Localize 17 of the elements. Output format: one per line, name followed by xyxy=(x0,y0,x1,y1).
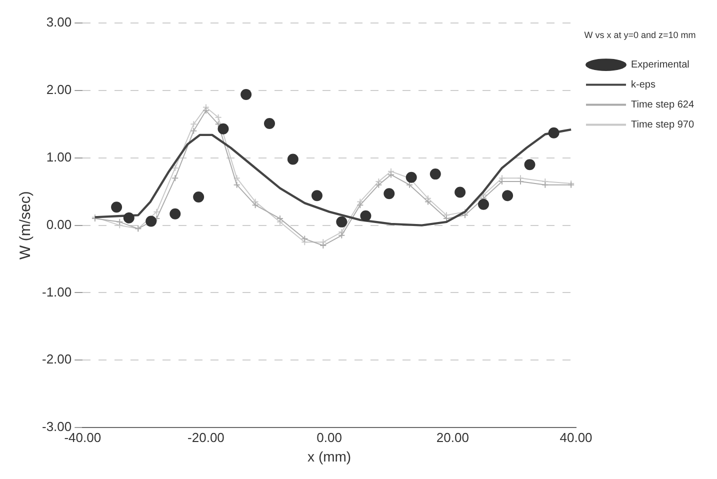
y-axis-title: W (m/sec) xyxy=(17,191,34,260)
y-tick-label: 3.00 xyxy=(46,14,72,30)
legend-title: W vs x at y=0 and z=10 mm xyxy=(584,30,696,40)
legend-label: k-eps xyxy=(631,80,656,91)
x-axis-title: x (mm) xyxy=(308,448,352,464)
y-tick-label: 1.00 xyxy=(46,149,72,164)
x-tick-label: 40.00 xyxy=(560,430,592,445)
legend-label: Time step 970 xyxy=(631,120,694,131)
x-tick-label: 0.00 xyxy=(316,430,342,445)
x-tick-label: 20.00 xyxy=(436,430,469,445)
legend-label: Experimental xyxy=(631,60,690,71)
y-tick-label: 2.00 xyxy=(46,82,72,98)
x-tick-label: -20.00 xyxy=(188,430,224,445)
y-tick-label: 0.00 xyxy=(46,216,72,232)
legend-label: Time step 624 xyxy=(631,100,694,111)
y-tick-label: -2.00 xyxy=(42,352,72,367)
y-tick-label: -1.00 xyxy=(42,284,72,300)
